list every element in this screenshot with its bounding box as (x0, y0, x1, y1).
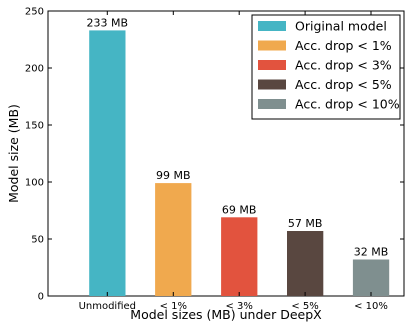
legend-swatch-2 (258, 60, 286, 70)
legend-label-3: Acc. drop < 5% (295, 77, 392, 92)
y-tick-label-2: 100 (25, 178, 44, 189)
legend-swatch-0 (258, 21, 286, 31)
y-axis: 0 50 100 150 200 250 (25, 7, 404, 303)
legend-swatch-3 (258, 79, 286, 90)
y-tick-label-0: 0 (38, 292, 44, 303)
y-axis-title: Model size (MB) (6, 104, 21, 203)
legend-swatch-4 (258, 99, 286, 109)
legend-label-0: Original model (295, 19, 387, 34)
y-tick-label-3: 150 (25, 121, 44, 132)
bar-2 (221, 217, 258, 296)
bar-labels-group: 233 MB 99 MB 69 MB 57 MB 32 MB (87, 16, 389, 258)
bar-value-label-1: 99 MB (156, 169, 191, 182)
x-tick-label-4: < 10% (354, 301, 388, 312)
y-tick-label-4: 200 (25, 64, 44, 75)
bar-value-label-2: 69 MB (222, 203, 257, 216)
legend-label-4: Acc. drop < 10% (295, 97, 400, 112)
bar-1 (155, 183, 192, 296)
y-tick-label-1: 50 (31, 235, 44, 246)
x-tick-label-3: < 5% (291, 301, 318, 312)
x-tick-label-2: < 3% (225, 301, 252, 312)
bar-4 (352, 259, 390, 296)
x-axis-title: Model sizes (MB) under DeepX (130, 307, 322, 322)
bar-3 (287, 231, 324, 296)
legend: Original model Acc. drop < 1% Acc. drop < … (251, 14, 401, 120)
x-tick-label-1: < 1% (160, 301, 187, 312)
bar-value-label-0: 233 MB (87, 16, 129, 29)
legend-label-2: Acc. drop < 3% (295, 58, 392, 73)
legend-swatch-1 (258, 40, 286, 51)
bar-value-label-3: 57 MB (288, 217, 323, 230)
x-axis: Unmodified < 1% < 3% < 5% < 10% (79, 11, 388, 312)
legend-label-1: Acc. drop < 1% (295, 38, 392, 53)
bar-0 (89, 30, 126, 297)
y-tick-label-5: 250 (25, 7, 44, 18)
x-tick-label-0: Unmodified (79, 301, 136, 312)
bars-group (89, 30, 390, 297)
bar-value-label-4: 32 MB (354, 246, 389, 259)
